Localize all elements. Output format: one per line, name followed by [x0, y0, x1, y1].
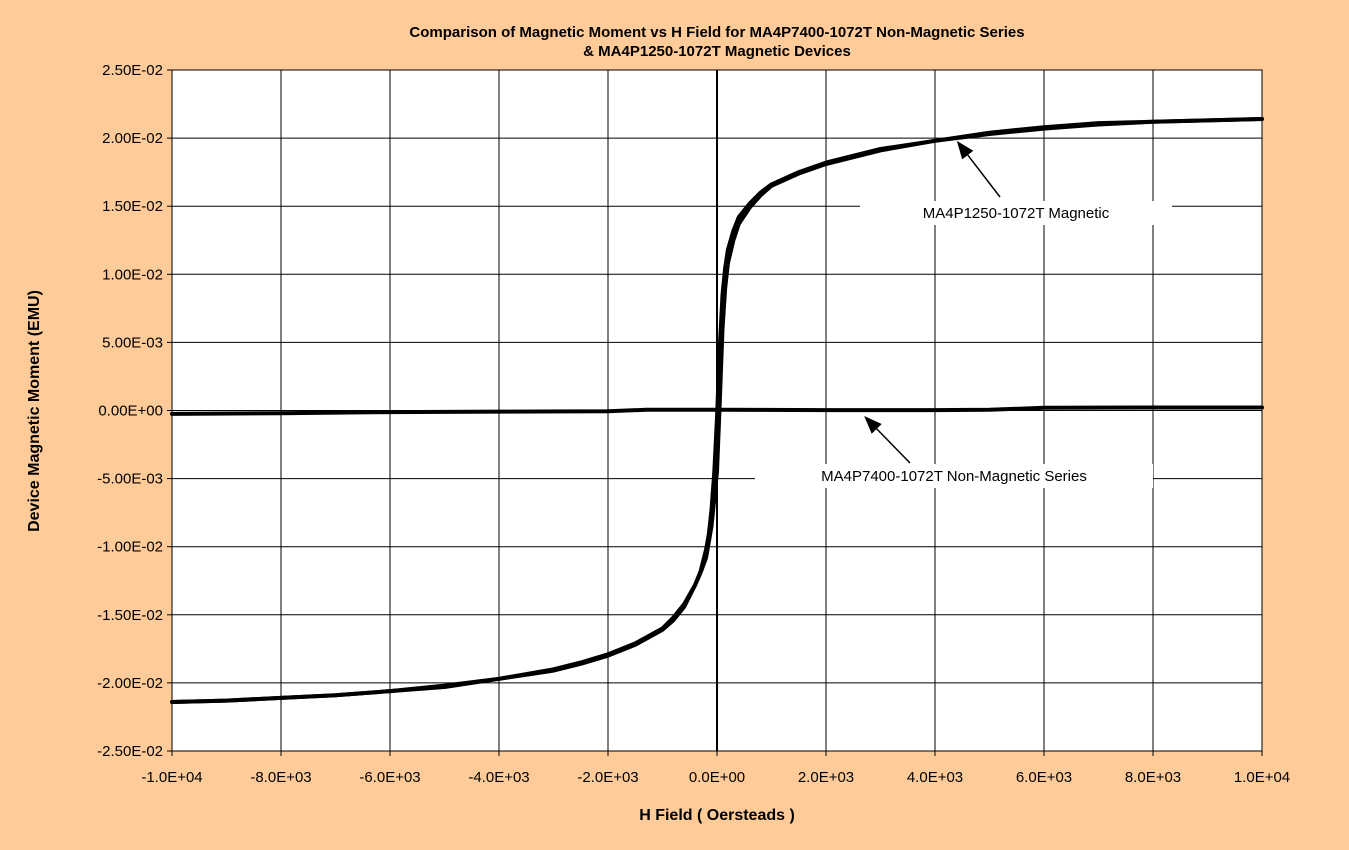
series-lines — [170, 117, 1264, 704]
y-axis-title: Device Magnetic Moment (EMU) — [26, 290, 43, 532]
tick-labels: -1.0E+04 -8.0E+03 -6.0E+03 -4.0E+03 -2.0E+03… — [97, 62, 1290, 786]
y-tick-label: -5.00E-03 — [97, 471, 163, 488]
annotation-arrow-head — [864, 415, 882, 434]
y-tick-label: 2.50E-02 — [102, 62, 163, 79]
y-tick-label: -2.50E-02 — [97, 743, 163, 760]
x-tick-label: -6.0E+03 — [359, 769, 420, 786]
y-tick-label: 5.00E-03 — [102, 334, 163, 351]
annotations: MA4P1250-1072T Magnetic MA4P7400-1072T No… — [755, 140, 1172, 488]
y-tick-label: -2.00E-02 — [97, 675, 163, 692]
y-tick-label: 2.00E-02 — [102, 130, 163, 147]
annotation-arrow-shaft — [967, 154, 1001, 198]
x-tick-label: 4.0E+03 — [907, 769, 963, 786]
y-tick-label: 1.00E-02 — [102, 266, 163, 283]
chart-title-line-2: & MA4P1250-1072T Magnetic Devices — [583, 43, 851, 60]
x-tick-label: 2.0E+03 — [798, 769, 854, 786]
annotation-arrow-shaft — [876, 428, 911, 464]
annotation-label: MA4P1250-1072T Magnetic — [923, 205, 1110, 222]
annotation-label-background — [755, 464, 1153, 488]
x-tick-label: 0.0E+00 — [689, 769, 745, 786]
y-tick-label: 1.50E-02 — [102, 198, 163, 215]
x-tick-label: -2.0E+03 — [577, 769, 638, 786]
x-tick-label: -8.0E+03 — [250, 769, 311, 786]
series-line-1-branch-2 — [170, 117, 1264, 704]
x-tick-label: 1.0E+04 — [1234, 769, 1290, 786]
y-tick-label: 0.00E+00 — [98, 403, 163, 420]
x-axis-title: H Field ( Oersteads ) — [639, 807, 795, 824]
x-tick-label: 6.0E+03 — [1016, 769, 1072, 786]
x-tick-label: 8.0E+03 — [1125, 769, 1181, 786]
y-tick-label: -1.50E-02 — [97, 607, 163, 624]
chart-title-line-1: Comparison of Magnetic Moment vs H Field… — [409, 24, 1024, 41]
annotation-label: MA4P7400-1072T Non-Magnetic Series — [821, 468, 1087, 485]
x-tick-label: -1.0E+04 — [141, 769, 202, 786]
annotation-arrow-head — [956, 140, 974, 160]
x-tick-label: -4.0E+03 — [468, 769, 529, 786]
series-line-2-branch-1 — [170, 405, 1264, 416]
annotation-label-background — [860, 201, 1172, 225]
y-tick-label: -1.00E-02 — [97, 539, 163, 556]
